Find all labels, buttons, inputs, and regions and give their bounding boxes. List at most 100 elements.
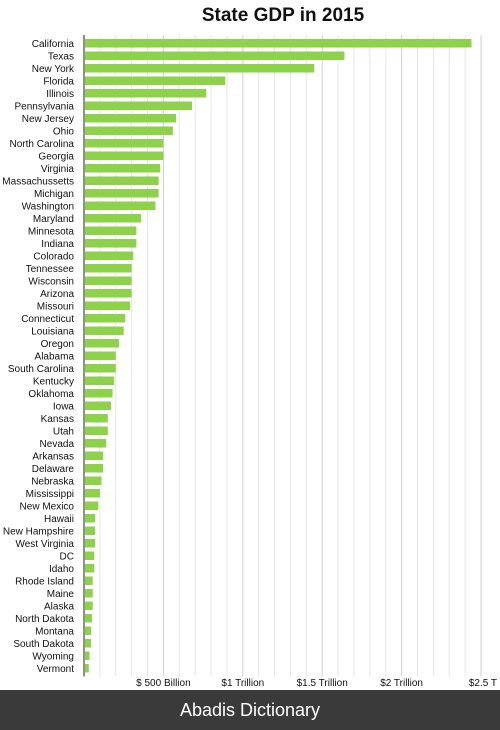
category-label: Connecticut bbox=[21, 314, 74, 325]
bar-virginia bbox=[85, 164, 161, 173]
x-tick-label: $1.5 Trillion bbox=[297, 678, 348, 689]
gridlines bbox=[83, 35, 482, 677]
bar-hawaii bbox=[85, 514, 96, 523]
category-label: California bbox=[32, 39, 75, 50]
category-label: Michigan bbox=[34, 189, 74, 200]
bar-georgia bbox=[85, 151, 164, 160]
category-label: Louisiana bbox=[31, 326, 74, 337]
category-label: Maryland bbox=[33, 214, 74, 225]
category-label: Ohio bbox=[53, 126, 75, 137]
category-label: Utah bbox=[53, 426, 74, 437]
category-label: Tennessee bbox=[26, 264, 75, 275]
bar-south-carolina bbox=[85, 364, 116, 373]
category-label: Alabama bbox=[35, 351, 75, 362]
category-label: Massachussetts bbox=[2, 176, 74, 187]
bar-tennessee bbox=[85, 264, 132, 273]
bar-illinois bbox=[85, 89, 207, 98]
bar-kentucky bbox=[85, 376, 115, 385]
bar-massachussetts bbox=[85, 176, 159, 185]
bar-washington bbox=[85, 201, 156, 210]
bar-wyoming bbox=[85, 651, 90, 660]
category-label: New York bbox=[32, 64, 75, 75]
category-label: Vermont bbox=[37, 664, 74, 675]
bar-alabama bbox=[85, 351, 116, 360]
category-label: DC bbox=[60, 551, 74, 562]
bar-colorado bbox=[85, 251, 134, 260]
bar-pennsylvania bbox=[85, 101, 192, 110]
category-label: South Carolina bbox=[8, 364, 75, 375]
bar-wisconsin bbox=[85, 276, 132, 285]
category-label: Wyoming bbox=[32, 651, 74, 662]
category-label: North Carolina bbox=[10, 139, 75, 150]
category-label: New Jersey bbox=[22, 114, 74, 125]
x-tick-label: $1 Trillion bbox=[221, 678, 264, 689]
bar-oklahoma bbox=[85, 389, 113, 398]
category-label: Alaska bbox=[44, 601, 74, 612]
bars bbox=[85, 39, 472, 673]
category-label: Arizona bbox=[40, 289, 74, 300]
bar-arizona bbox=[85, 289, 132, 298]
bar-maine bbox=[85, 589, 93, 598]
bar-arkansas bbox=[85, 451, 104, 460]
bar-connecticut bbox=[85, 314, 126, 323]
category-label: North Dakota bbox=[15, 614, 74, 625]
bar-mississippi bbox=[85, 489, 100, 498]
category-label: Nebraska bbox=[31, 476, 74, 487]
category-label: Georgia bbox=[38, 151, 74, 162]
bar-iowa bbox=[85, 401, 111, 410]
bar-montana bbox=[85, 626, 92, 635]
category-label: Missouri bbox=[37, 301, 74, 312]
bar-minnesota bbox=[85, 226, 137, 235]
category-label: New Mexico bbox=[20, 501, 75, 512]
chart-title: State GDP in 2015 bbox=[202, 5, 365, 26]
bar-idaho bbox=[85, 564, 95, 573]
category-label: Wisconsin bbox=[28, 276, 74, 287]
x-tick-labels: $ 500 Billion $1 Trillion $1.5 Trillion $2 … bbox=[136, 678, 497, 689]
bar-new-hampshire bbox=[85, 526, 96, 535]
category-label: West Virginia bbox=[15, 539, 74, 550]
category-label: Delaware bbox=[32, 464, 75, 475]
category-label: Oklahoma bbox=[28, 389, 74, 400]
bar-north-dakota bbox=[85, 614, 92, 623]
category-label: Arkansas bbox=[32, 451, 74, 462]
bar-new-jersey bbox=[85, 114, 177, 123]
bar-california bbox=[85, 39, 472, 48]
category-label: Washington bbox=[22, 201, 74, 212]
category-label: Maine bbox=[47, 589, 75, 600]
category-label: Idaho bbox=[49, 564, 74, 575]
bar-missouri bbox=[85, 301, 131, 310]
bar-south-dakota bbox=[85, 639, 92, 648]
bar-michigan bbox=[85, 189, 159, 198]
category-label: Illinois bbox=[46, 89, 74, 100]
bar-indiana bbox=[85, 239, 137, 248]
footer-banner: Abadis Dictionary bbox=[0, 690, 500, 730]
bar-delaware bbox=[85, 464, 104, 473]
bar-oregon bbox=[85, 339, 119, 348]
bar-utah bbox=[85, 426, 108, 435]
bar-north-carolina bbox=[85, 139, 164, 148]
category-label: Hawaii bbox=[44, 514, 74, 525]
bar-alaska bbox=[85, 601, 93, 610]
bar-kansas bbox=[85, 414, 108, 423]
bar-rhode-island bbox=[85, 576, 93, 585]
category-label: Indiana bbox=[41, 239, 74, 250]
category-label: Colorado bbox=[33, 251, 74, 262]
category-label: Oregon bbox=[41, 339, 74, 350]
bar-dc bbox=[85, 551, 95, 560]
category-label: Mississippi bbox=[26, 489, 74, 500]
x-tick-label: $2.5 T bbox=[469, 678, 497, 689]
bar-west-virginia bbox=[85, 539, 96, 548]
bar-florida bbox=[85, 76, 226, 85]
category-label: Montana bbox=[35, 626, 74, 637]
category-label: Kansas bbox=[41, 414, 74, 425]
category-label: Nevada bbox=[40, 439, 75, 450]
bar-texas bbox=[85, 51, 345, 60]
category-label: Virginia bbox=[41, 164, 75, 175]
bar-louisiana bbox=[85, 326, 124, 335]
bar-new-mexico bbox=[85, 501, 99, 510]
category-label: Texas bbox=[48, 51, 74, 62]
category-label: Pennsylvania bbox=[15, 101, 75, 112]
category-label: Minnesota bbox=[28, 226, 75, 237]
category-label: Florida bbox=[43, 76, 74, 87]
